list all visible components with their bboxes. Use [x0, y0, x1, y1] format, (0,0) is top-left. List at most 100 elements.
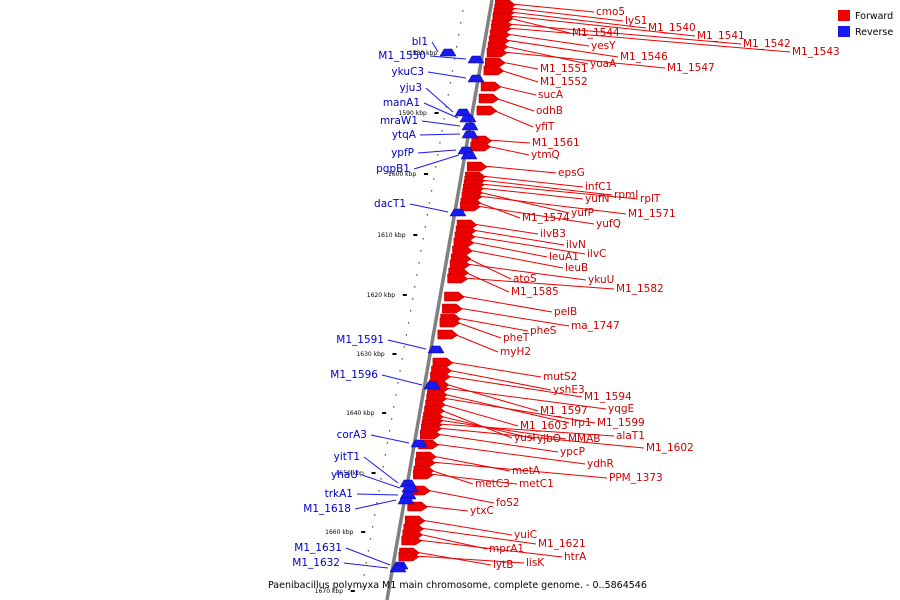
- gene-label-yshe3[interactable]: yshE3: [553, 384, 585, 396]
- reverse-gene-m1-1618[interactable]: [397, 496, 415, 505]
- gene-label-yufq[interactable]: yufQ: [596, 218, 621, 230]
- gene-label-ppm-1373[interactable]: PPM_1373: [609, 472, 663, 484]
- reverse-gene-m1-1632[interactable]: [389, 564, 407, 573]
- gene-label-m1-1540[interactable]: M1_1540: [648, 22, 696, 34]
- gene-label-m1-1585[interactable]: M1_1585: [511, 286, 559, 298]
- gene-label-yqge[interactable]: yqgE: [608, 403, 634, 415]
- forward-gene-leua1[interactable]: [453, 237, 475, 248]
- gene-label-ydhr[interactable]: ydhR: [587, 458, 614, 470]
- gene-label-lisk[interactable]: lisK: [526, 557, 545, 569]
- forward-gene-leub[interactable]: [452, 245, 473, 256]
- gene-label-muts2[interactable]: mutS2: [543, 371, 577, 383]
- forward-gene-m1-1582[interactable]: [447, 273, 469, 284]
- gene-label-pelb[interactable]: pelB: [554, 306, 577, 318]
- gene-label-lrp1[interactable]: lrp1: [571, 417, 592, 429]
- reverse-gene-bl1[interactable]: [439, 48, 457, 57]
- gene-label-m1-1552[interactable]: M1_1552: [540, 76, 588, 88]
- gene-label-mmab[interactable]: MMAB: [568, 433, 601, 445]
- gene-label-mpra1[interactable]: mprA1: [489, 543, 524, 555]
- gene-label-m1-1618[interactable]: M1_1618: [303, 503, 351, 515]
- gene-label-yesy[interactable]: yesY: [591, 40, 616, 52]
- gene-label-m1-1544[interactable]: M1_1544: [572, 27, 620, 39]
- forward-gene-suca[interactable]: [480, 81, 502, 92]
- reverse-gene-ykuc3[interactable]: [467, 74, 485, 83]
- gene-label-mana1[interactable]: manA1: [383, 97, 420, 109]
- gene-label-m1-1550[interactable]: M1_1550: [378, 50, 426, 62]
- gene-label-m1-1543[interactable]: M1_1543: [792, 46, 840, 58]
- reverse-gene-dact1[interactable]: [449, 208, 467, 217]
- gene-label-metc1[interactable]: metC1: [519, 478, 554, 490]
- gene-label-m1-1599[interactable]: M1_1599: [597, 417, 645, 429]
- forward-gene-ypcp[interactable]: [420, 429, 441, 440]
- reverse-gene-m1-1591[interactable]: [427, 345, 445, 354]
- gene-label-rplt[interactable]: rplT: [640, 193, 661, 205]
- gene-label-mraw1[interactable]: mraW1: [380, 115, 418, 127]
- gene-label-m1-1603[interactable]: M1_1603: [520, 420, 568, 432]
- forward-gene-yfit[interactable]: [476, 105, 498, 116]
- forward-gene-m1-1594[interactable]: [430, 371, 451, 382]
- gene-label-bl1[interactable]: bl1: [412, 36, 428, 48]
- gene-label-yufn[interactable]: yufN: [585, 193, 609, 205]
- reverse-gene-yhau[interactable]: [401, 484, 419, 493]
- gene-label-ma-1747[interactable]: ma_1747: [571, 320, 620, 332]
- forward-gene-m1-1551[interactable]: [484, 57, 506, 68]
- gene-label-m1-1546[interactable]: M1_1546: [620, 51, 668, 63]
- gene-label-myh2[interactable]: myH2: [500, 346, 531, 358]
- forward-gene-m1-1552[interactable]: [483, 65, 505, 76]
- gene-label-yhau[interactable]: yhaU: [331, 469, 358, 481]
- forward-gene-yuic[interactable]: [404, 515, 426, 526]
- gene-label-yjbo[interactable]: yjbO: [537, 433, 561, 445]
- gene-label-trka1[interactable]: trkA1: [325, 488, 353, 500]
- reverse-gene-mraw1[interactable]: [461, 122, 479, 131]
- gene-label-ykuc3[interactable]: ykuC3: [391, 66, 424, 78]
- gene-label-yufp[interactable]: yufP: [571, 207, 594, 219]
- gene-label-m1-1582[interactable]: M1_1582: [616, 283, 664, 295]
- gene-label-m1-1631[interactable]: M1_1631: [294, 542, 342, 554]
- gene-label-m1-1591[interactable]: M1_1591: [336, 334, 384, 346]
- gene-label-yju3[interactable]: yju3: [400, 82, 422, 94]
- forward-gene-ma-1747[interactable]: [442, 303, 463, 314]
- reverse-gene-m1-1596[interactable]: [423, 381, 441, 390]
- gene-label-cmo5[interactable]: cmo5: [596, 6, 625, 18]
- gene-label-leua1[interactable]: leuA1: [549, 251, 579, 263]
- gene-label-m1-1594[interactable]: M1_1594: [584, 391, 632, 403]
- forward-gene-ppm-1373[interactable]: [415, 457, 436, 468]
- gene-label-yfit[interactable]: yfiT: [535, 121, 555, 133]
- gene-label-m1-1596[interactable]: M1_1596: [330, 369, 378, 381]
- forward-gene-odhb[interactable]: [478, 93, 500, 104]
- gene-label-ypfp[interactable]: ypfP: [391, 147, 414, 159]
- gene-label-yuic[interactable]: yuiC: [514, 529, 537, 541]
- gene-label-cora3[interactable]: corA3: [337, 429, 367, 441]
- gene-label-pgpb1[interactable]: pgpB1: [376, 163, 410, 175]
- gene-label-yusi[interactable]: yusI: [514, 432, 535, 444]
- forward-gene-m1-1547[interactable]: [486, 47, 508, 58]
- gene-label-ytqa[interactable]: ytqA: [392, 129, 417, 141]
- gene-label-m1-1551[interactable]: M1_1551: [540, 63, 588, 75]
- reverse-gene-ytqa[interactable]: [461, 130, 479, 139]
- forward-gene-phet[interactable]: [439, 317, 461, 328]
- gene-label-lytb[interactable]: lytB: [493, 559, 513, 571]
- gene-label-yoaa[interactable]: yoaA: [590, 58, 617, 70]
- gene-label-fos2[interactable]: foS2: [496, 497, 519, 509]
- gene-label-odhb[interactable]: odhB: [536, 105, 563, 117]
- gene-label-m1-1574[interactable]: M1_1574: [522, 212, 570, 224]
- gene-label-m1-1597[interactable]: M1_1597: [540, 405, 588, 417]
- gene-label-htra[interactable]: htrA: [564, 551, 587, 563]
- reverse-gene-m1-1550[interactable]: [467, 55, 485, 64]
- forward-gene-lisk[interactable]: [398, 551, 420, 562]
- gene-label-meta[interactable]: metA: [512, 465, 541, 477]
- forward-gene-ykuu[interactable]: [449, 259, 471, 270]
- gene-label-atos[interactable]: atoS: [513, 273, 537, 285]
- gene-label-suca[interactable]: sucA: [538, 89, 564, 101]
- forward-gene-htra[interactable]: [401, 535, 423, 546]
- forward-gene-metc1[interactable]: [412, 469, 434, 480]
- forward-gene-pelb[interactable]: [444, 291, 465, 302]
- gene-label-ykuu[interactable]: ykuU: [588, 274, 614, 286]
- gene-label-m1-1632[interactable]: M1_1632: [292, 557, 340, 569]
- reverse-gene-mana1[interactable]: [459, 114, 477, 123]
- forward-gene-muts2[interactable]: [432, 357, 454, 368]
- gene-label-m1-1602[interactable]: M1_1602: [646, 442, 694, 454]
- gene-label-ytmq[interactable]: ytmQ: [531, 149, 560, 161]
- gene-label-m1-1547[interactable]: M1_1547: [667, 62, 715, 74]
- reverse-gene-cora3[interactable]: [410, 439, 428, 448]
